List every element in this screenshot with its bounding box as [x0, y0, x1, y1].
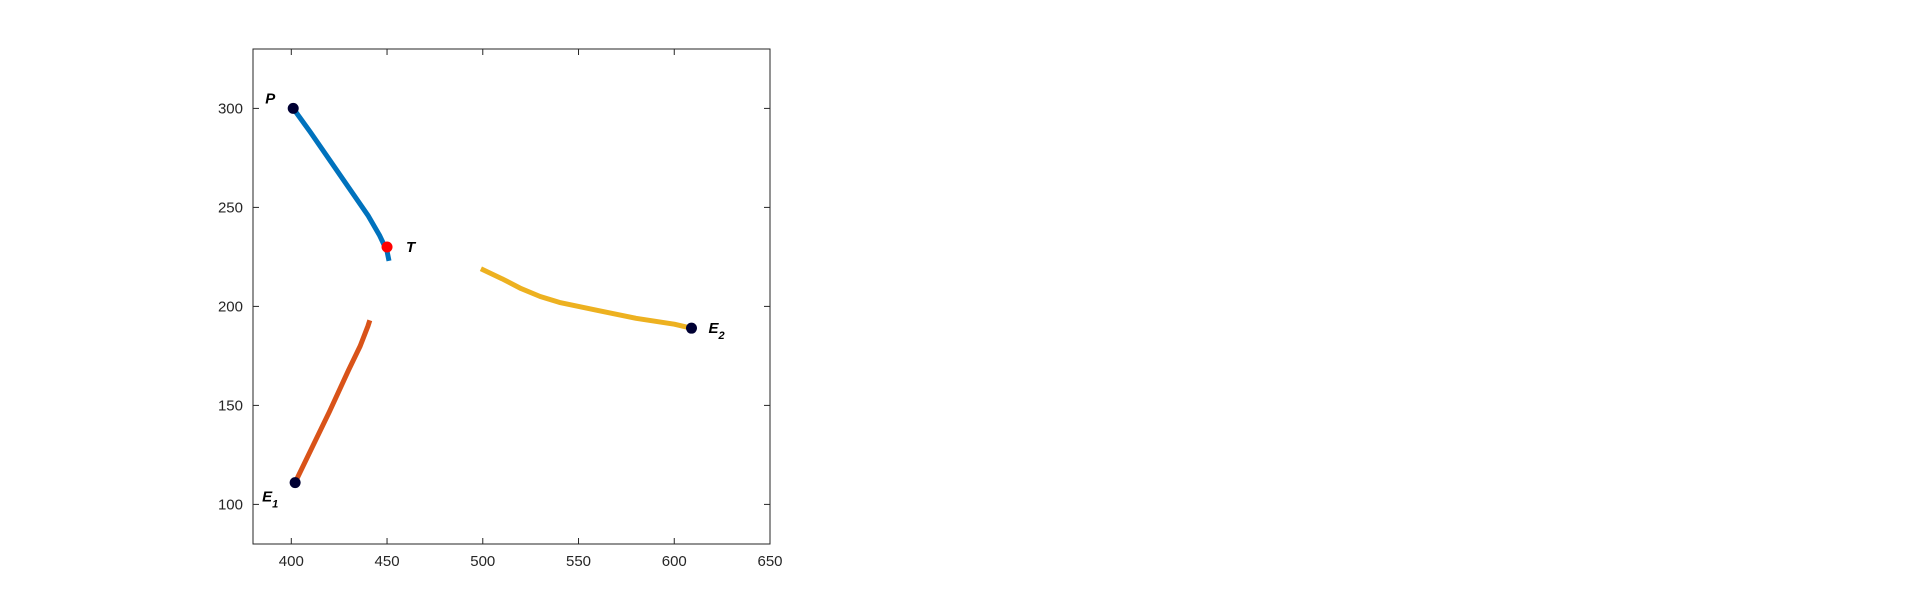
x-tick-label: 600	[662, 553, 687, 570]
markers-layer: P E1 E2 T	[262, 90, 725, 510]
marker-t	[381, 241, 393, 253]
marker-label-p: P	[265, 90, 276, 107]
y-tick-label: 200	[218, 298, 243, 315]
x-tick-label: 450	[375, 553, 400, 570]
series-line-2	[292, 319, 373, 484]
x-tick-label: 550	[566, 553, 591, 570]
plot-area-background	[253, 49, 770, 544]
marker-label-t: T	[406, 239, 417, 256]
x-tick-label: 500	[470, 553, 495, 570]
marker-p	[287, 102, 299, 114]
x-tick-label: 650	[757, 553, 782, 570]
series-line-3	[479, 266, 693, 331]
plot-box	[252, 48, 771, 545]
y-tick-label: 250	[218, 199, 243, 216]
marker-label-e1: E1	[262, 489, 278, 511]
marker-e1	[289, 477, 301, 489]
ticks-layer: 400 450 500 550 600 650 100 150 200 250 300	[218, 49, 783, 570]
marker-label-e2: E2	[708, 320, 724, 342]
x-tick-label: 400	[279, 553, 304, 570]
y-tick-label: 150	[218, 397, 243, 414]
y-tick-label: 300	[218, 100, 243, 117]
y-tick-label: 100	[218, 496, 243, 513]
marker-e2	[685, 322, 697, 334]
